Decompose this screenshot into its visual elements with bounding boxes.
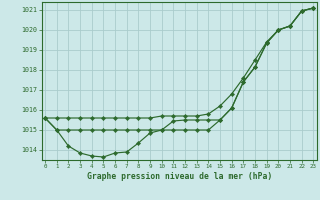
X-axis label: Graphe pression niveau de la mer (hPa): Graphe pression niveau de la mer (hPa)	[87, 172, 272, 181]
